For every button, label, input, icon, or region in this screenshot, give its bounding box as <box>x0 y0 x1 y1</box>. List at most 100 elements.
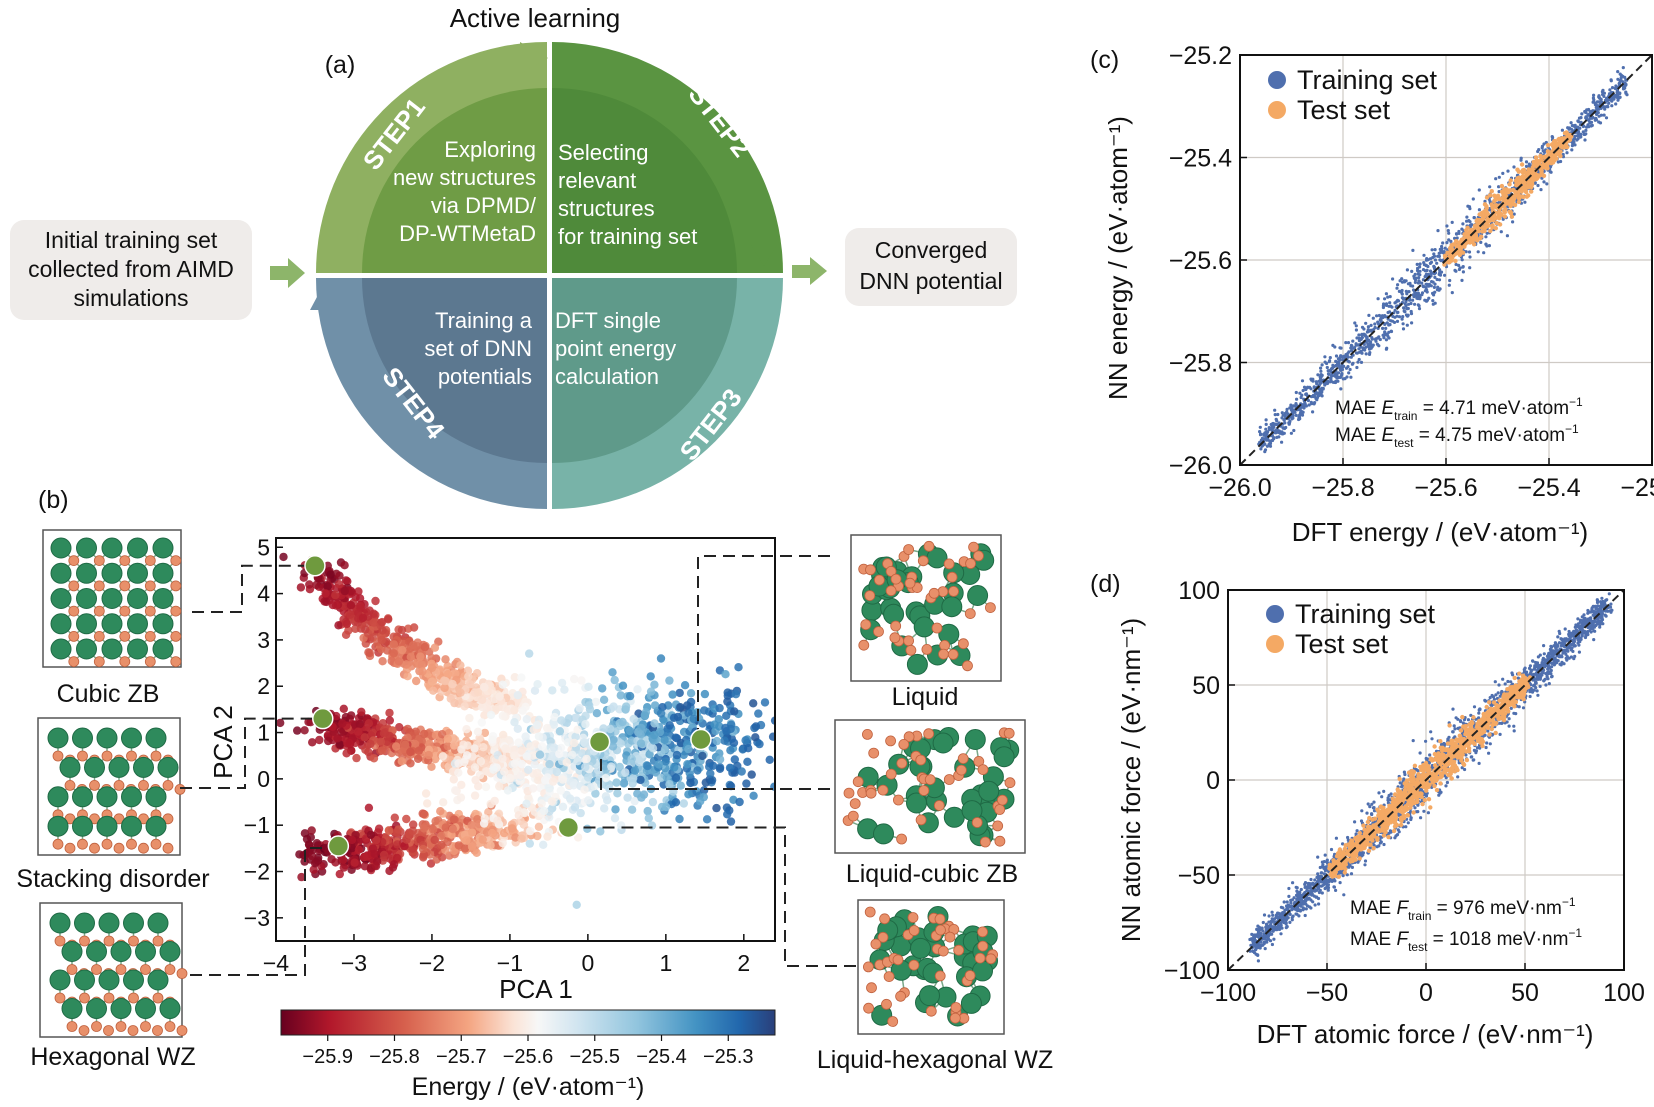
large-atom <box>159 998 181 1019</box>
pca-point <box>465 680 475 689</box>
pca-point <box>671 798 681 807</box>
training-point <box>1386 310 1390 315</box>
structure-marker <box>557 816 580 839</box>
pca-point <box>327 855 336 864</box>
pca-point <box>451 669 460 678</box>
training-point <box>1433 248 1437 252</box>
small-atom <box>892 954 904 966</box>
large-atom <box>135 941 156 962</box>
pca-point <box>521 732 530 741</box>
pca-point <box>743 757 752 766</box>
large-atom <box>72 786 93 808</box>
small-atom <box>66 964 78 975</box>
training-point <box>1300 379 1305 383</box>
training-point <box>1551 135 1555 140</box>
training-point <box>1411 298 1415 302</box>
small-atom <box>903 544 914 555</box>
small-atom <box>904 577 916 589</box>
large-atom <box>98 969 120 991</box>
pca-point <box>487 685 496 695</box>
pca-point <box>643 806 652 816</box>
pca-point <box>726 817 736 826</box>
pca-point <box>451 786 460 795</box>
large-atom <box>906 792 927 814</box>
training-point <box>1573 143 1577 147</box>
training-point <box>1425 290 1429 294</box>
training-point <box>1441 241 1445 245</box>
pca-point <box>456 793 466 802</box>
pca-point <box>376 737 386 746</box>
pca-point <box>412 676 421 686</box>
small-atom <box>176 1025 188 1036</box>
small-atom <box>873 626 884 637</box>
training-point <box>1263 442 1267 446</box>
small-atom <box>985 953 997 965</box>
training-point <box>1433 282 1437 286</box>
pca-point <box>498 680 507 689</box>
small-atom <box>119 580 131 592</box>
training-point <box>1479 240 1483 244</box>
small-atom <box>93 656 105 667</box>
small-atom <box>881 998 892 1010</box>
pca-point <box>501 744 510 753</box>
pca-point <box>555 727 565 736</box>
training-point <box>1413 272 1417 276</box>
large-atom <box>910 937 931 959</box>
pca-point <box>505 773 515 783</box>
pca-point <box>365 648 374 658</box>
small-atom <box>152 1025 163 1036</box>
pca-point <box>658 703 667 712</box>
training-point <box>1320 394 1324 398</box>
pca-point <box>765 755 774 764</box>
pca-point <box>377 746 387 755</box>
pca-point <box>378 626 387 635</box>
small-atom <box>101 838 113 850</box>
training-point <box>1505 234 1509 238</box>
training-point <box>1614 85 1618 89</box>
small-atom <box>93 555 105 566</box>
training-point <box>1487 244 1491 248</box>
small-atom <box>964 970 976 981</box>
pca-point <box>372 835 381 845</box>
small-atom <box>170 656 182 667</box>
pca-point <box>637 793 646 802</box>
pca-point <box>419 824 429 833</box>
large-atom <box>76 537 97 559</box>
pca-point <box>760 698 770 707</box>
pca-point <box>369 754 379 763</box>
pca-point <box>636 775 645 785</box>
pca-point <box>539 840 548 849</box>
training-point <box>1435 288 1439 292</box>
large-atom <box>74 969 95 991</box>
training-point <box>1477 208 1481 212</box>
training-point <box>1591 96 1595 100</box>
thumbnail-liquid <box>850 534 1002 682</box>
pca-point <box>342 619 352 628</box>
colorbar-tick-label: −25.9 <box>302 1046 353 1068</box>
training-point <box>1512 212 1516 216</box>
pca-point <box>573 725 582 734</box>
small-atom <box>77 750 88 762</box>
pca-point <box>341 576 351 585</box>
training-point <box>1497 175 1501 179</box>
step4-quadrant: STEP4 Training a set of DNN potentials <box>310 278 547 509</box>
pca-point <box>671 773 681 783</box>
training-point <box>1460 258 1464 262</box>
pca-point <box>616 691 625 700</box>
training-point <box>1411 288 1416 292</box>
small-atom <box>68 580 80 592</box>
training-point <box>1334 354 1339 358</box>
pca-point <box>487 828 497 838</box>
pca-point <box>575 704 584 713</box>
training-point <box>1471 197 1475 201</box>
pca-point <box>571 732 580 741</box>
training-point <box>1438 268 1442 272</box>
pca-point <box>470 791 480 800</box>
pca-point <box>436 807 445 816</box>
pca-point <box>472 669 482 678</box>
training-point <box>1445 224 1449 228</box>
large-atom <box>932 732 954 754</box>
pca-point <box>698 751 707 761</box>
pca-point <box>623 793 632 802</box>
training-point <box>1583 109 1587 114</box>
